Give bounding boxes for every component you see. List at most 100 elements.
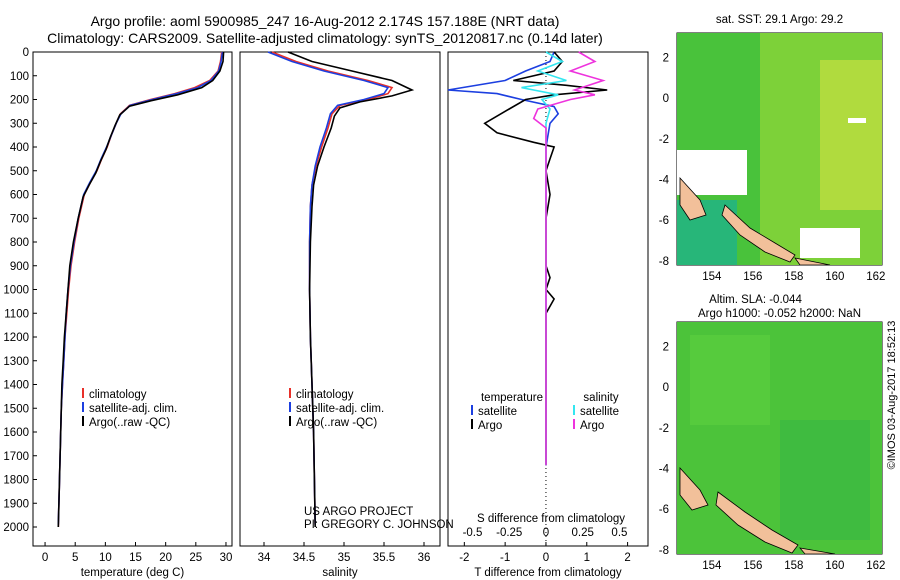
temperature-xtick-label: 0 <box>42 552 48 564</box>
temperature-ytick-label: 1400 <box>3 380 29 392</box>
differences-xtick-label: -1 <box>500 552 510 564</box>
differences-series-3 <box>532 51 606 466</box>
salinity-legend-label-1: satellite-adj. clim. <box>296 403 384 415</box>
temperature-legend-label-2: Argo(..raw -QC) <box>89 417 170 429</box>
x2label: S difference from climatology <box>477 513 625 525</box>
sst-map-title: sat. SST: 29.1 Argo: 29.2 <box>716 14 843 26</box>
sla-land-south <box>798 547 836 555</box>
timestamp-label: ©IMOS 03-Aug-2017 18:52:13 <box>886 320 898 470</box>
salinity-series-2 <box>287 51 415 528</box>
sla-map-xtick-label: 162 <box>866 560 885 572</box>
sla-map-title-line-2: Argo h1000: -0.052 h2000: NaN <box>698 308 861 320</box>
temperature-legend-label-0: climatology <box>89 389 147 401</box>
sst-cloud-mask-4 <box>848 118 866 123</box>
sst-map-panel <box>677 33 882 266</box>
temperature-legend-label-1: satellite-adj. clim. <box>89 403 177 415</box>
diff-legend-title-salinity: salinity <box>583 392 618 404</box>
temperature-ytick-label: 1700 <box>3 451 29 463</box>
temperature-ytick-label: 700 <box>10 213 29 225</box>
temperature-ytick-label: 100 <box>10 71 29 83</box>
temperature-ytick-label: 1000 <box>3 285 29 297</box>
sst-map-ytick-label: -8 <box>659 256 669 268</box>
temperature-ytick-label: 800 <box>10 237 29 249</box>
differences-xtick-label: 0 <box>543 552 549 564</box>
diff-legend-label-0: satellite <box>478 406 517 418</box>
temperature-ytick-label: 1100 <box>4 308 29 320</box>
differences-series-1 <box>483 51 608 466</box>
credit-pi: PI: GREGORY C. JOHNSON <box>304 519 454 531</box>
sla-map-xtick-label: 154 <box>702 560 722 572</box>
temperature-series-0 <box>57 51 223 528</box>
differences-plot-frame <box>447 51 649 547</box>
temperature-xtick-label: 15 <box>129 552 142 564</box>
sla-high-region <box>690 335 770 425</box>
temperature-series-2 <box>57 51 225 528</box>
sla-map-xtick-label: 158 <box>784 560 803 572</box>
temperature-xtick-label: 5 <box>72 552 78 564</box>
temperature-ytick-label: 1200 <box>3 332 29 344</box>
sst-map-xtick-label: 162 <box>866 271 885 283</box>
temperature-ytick-label: 1600 <box>3 427 29 439</box>
sla-land-solomons <box>715 491 799 554</box>
temperature-ytick-label: 1300 <box>3 356 29 368</box>
temperature-ytick-label: 0 <box>23 47 29 59</box>
temperature-ytick-label: 500 <box>10 166 29 178</box>
temperature-ytick-label: 600 <box>10 190 29 202</box>
sst-land-solomons <box>721 204 796 263</box>
sla-map-ytick-label: -6 <box>659 504 669 516</box>
x2tick-label: 0.5 <box>611 527 627 539</box>
sla-map-panel <box>677 322 882 555</box>
x2tick-label: -0.5 <box>463 527 483 539</box>
differences-xlabel: T difference from climatology <box>474 567 621 579</box>
sst-map-xtick-label: 160 <box>825 271 844 283</box>
sla-land-bougainville <box>679 466 709 511</box>
sst-hot-region <box>820 60 882 210</box>
sst-map-ytick-label: 0 <box>663 93 669 105</box>
sst-map-xtick-label: 158 <box>784 271 803 283</box>
sst-cloud-mask-3 <box>800 228 860 258</box>
x2tick-label: 0 <box>543 527 549 539</box>
diff-legend-label-3: Argo <box>580 420 604 432</box>
salinity-plot-frame <box>239 51 441 547</box>
temperature-xlabel: temperature (deg C) <box>81 567 185 579</box>
x2tick-label: -0.25 <box>496 527 522 539</box>
diff-legend-title-temperature: temperature <box>481 392 543 404</box>
figure-title-line-1: Argo profile: aoml 5900985_247 16-Aug-20… <box>90 13 560 29</box>
sla-map-xtick-label: 160 <box>825 560 844 572</box>
differences-xtick-label: 1 <box>584 552 590 564</box>
sst-map-ytick-label: 2 <box>663 52 669 64</box>
diff-legend-label-1: Argo <box>478 420 502 432</box>
sst-map-ytick-label: -4 <box>659 175 670 187</box>
sla-map-ytick-label: -8 <box>659 545 669 557</box>
figure-title-line-2: Climatology: CARS2009. Satellite-adjuste… <box>47 30 603 46</box>
temperature-ytick-label: 200 <box>10 95 29 107</box>
sst-land-bougainville <box>679 176 707 221</box>
temperature-series-1 <box>57 51 224 525</box>
sst-map-xtick-label: 156 <box>743 271 762 283</box>
temperature-ytick-label: 2000 <box>3 522 29 534</box>
temperature-xtick-label: 20 <box>159 552 172 564</box>
sst-land-south <box>794 257 831 266</box>
sla-map-xtick-label: 156 <box>743 560 762 572</box>
differences-xtick-label: -2 <box>459 552 469 564</box>
sla-map-title-line-1: Altim. SLA: -0.044 <box>709 294 802 306</box>
temperature-ytick-label: 300 <box>10 118 29 130</box>
salinity-xtick-label: 36 <box>418 552 431 564</box>
sla-map-ytick-label: -4 <box>659 464 670 476</box>
sst-map-xtick-label: 154 <box>702 271 722 283</box>
temperature-xtick-label: 10 <box>99 552 112 564</box>
salinity-legend-label-0: climatology <box>296 389 354 401</box>
salinity-xtick-label: 34.5 <box>293 552 315 564</box>
sla-low-region <box>780 420 870 540</box>
temperature-xtick-label: 25 <box>189 552 202 564</box>
salinity-xtick-label: 34 <box>258 552 271 564</box>
x2tick-label: 0.25 <box>571 527 593 539</box>
salinity-xlabel: salinity <box>322 567 357 579</box>
diff-legend-label-2: satellite <box>580 406 619 418</box>
temperature-ytick-label: 1500 <box>3 403 29 415</box>
salinity-legend-label-2: Argo(..raw -QC) <box>296 417 377 429</box>
sla-map-ytick-label: 0 <box>663 382 669 394</box>
sst-map-ytick-label: -2 <box>659 134 669 146</box>
temperature-ytick-label: 1900 <box>3 498 29 510</box>
